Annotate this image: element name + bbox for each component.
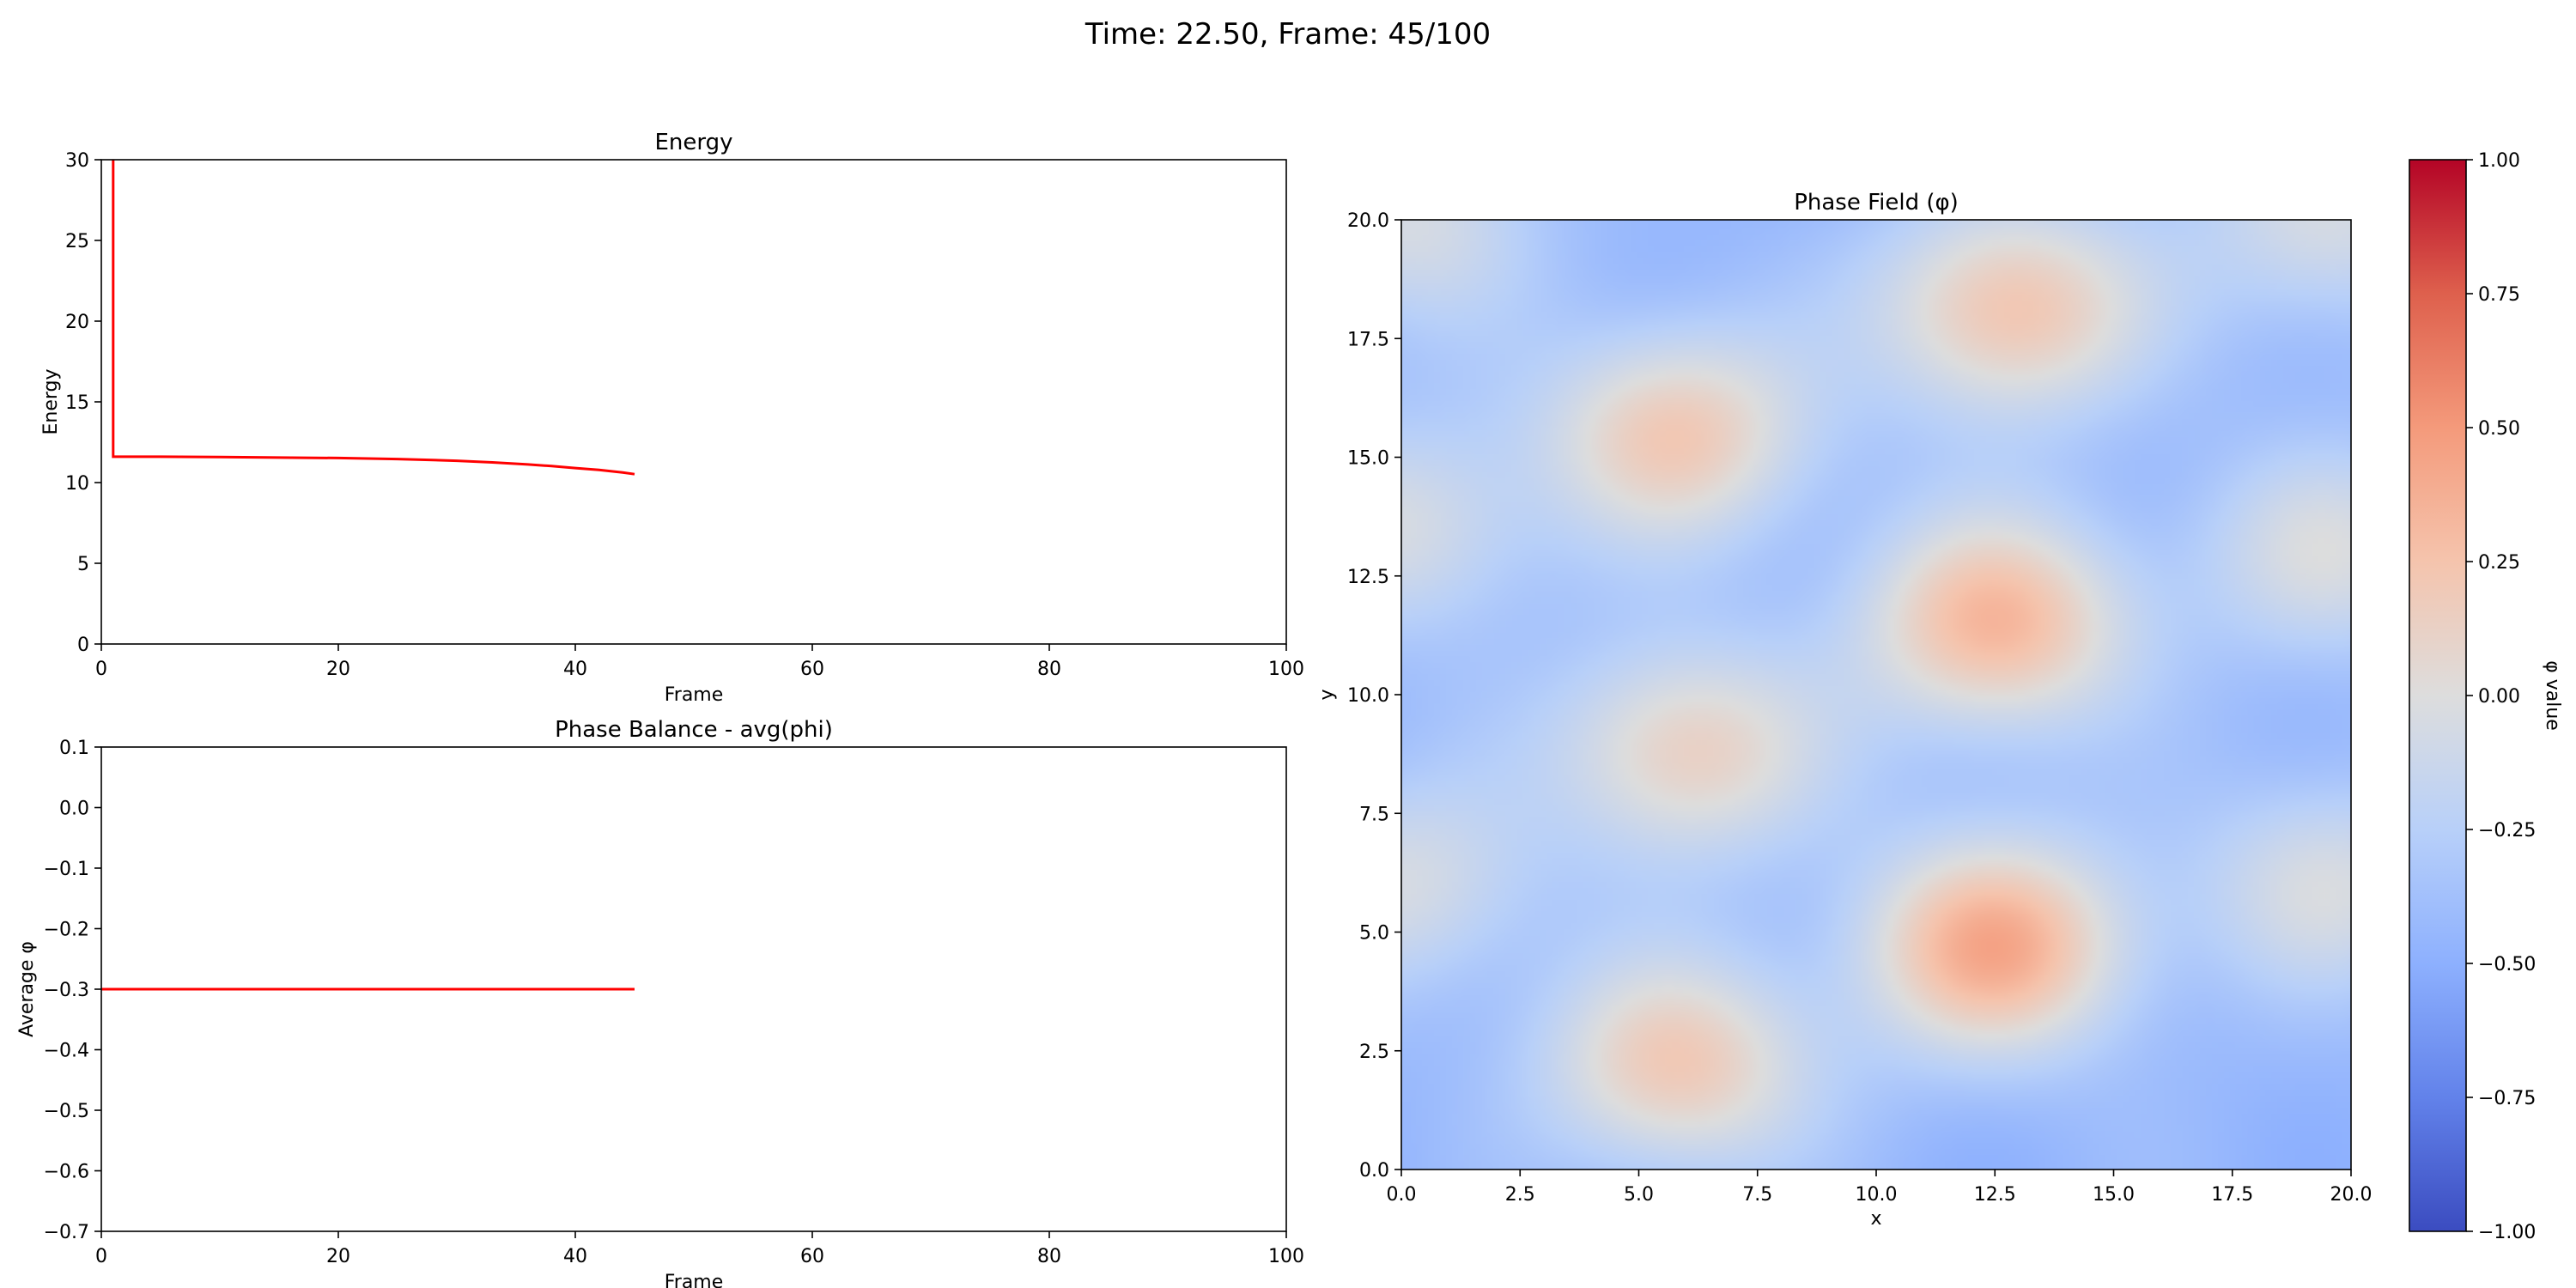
y-tick-label-0: 25 — [65, 231, 89, 252]
colorbar-tick-label: 0.50 — [2478, 418, 2520, 440]
y-tick-label-0: 0 — [77, 635, 89, 656]
axes-frame-0 — [100, 159, 1287, 645]
y-tick-label-2: 10.0 — [1347, 685, 1389, 707]
y-tick-label-1: 0.1 — [59, 738, 89, 759]
axes-title-2: Phase Field (φ) — [1794, 190, 1959, 216]
x-tick-label-2: 20.0 — [2330, 1184, 2372, 1206]
colorbar-tick-label: 1.00 — [2478, 150, 2520, 172]
x-tick-label-0: 0 — [95, 659, 107, 680]
x-tick-label-0: 20 — [326, 659, 350, 680]
colorbar-fill — [2409, 160, 2466, 1231]
phase-field-heatmap — [1401, 220, 2351, 1170]
x-tick-label-0: 60 — [800, 659, 824, 680]
x-axis-label-1: Frame — [665, 1272, 724, 1288]
colorbar-tick-label: −0.50 — [2478, 954, 2536, 975]
y-tick-label-1: −0.1 — [44, 859, 89, 880]
x-tick-label-2: 17.5 — [2211, 1184, 2253, 1206]
y-tick-label-0: 20 — [65, 312, 89, 333]
x-tick-label-1: 20 — [326, 1246, 350, 1267]
y-tick-label-0: 5 — [77, 554, 89, 575]
y-tick-label-1: −0.3 — [44, 980, 89, 1001]
x-tick-label-0: 80 — [1037, 659, 1061, 680]
axes-title-0: Energy — [654, 130, 732, 155]
y-tick-label-2: 17.5 — [1347, 329, 1389, 350]
y-tick-label-2: 7.5 — [1359, 804, 1389, 825]
colorbar-tick-label: 0.00 — [2478, 686, 2520, 708]
x-tick-label-2: 5.0 — [1624, 1184, 1654, 1206]
x-tick-label-0: 40 — [563, 659, 587, 680]
y-tick-label-1: −0.4 — [44, 1041, 89, 1062]
series-line-0-0 — [112, 160, 635, 476]
x-tick-label-2: 10.0 — [1856, 1184, 1898, 1206]
x-tick-label-2: 0.0 — [1387, 1184, 1417, 1206]
x-tick-label-1: 80 — [1037, 1246, 1061, 1267]
y-tick-label-2: 15.0 — [1347, 448, 1389, 470]
colorbar-tick-label: −1.00 — [2478, 1222, 2536, 1243]
y-tick-label-1: −0.2 — [44, 920, 89, 941]
x-tick-label-1: 100 — [1268, 1246, 1304, 1267]
y-tick-label-1: −0.5 — [44, 1101, 89, 1122]
y-tick-label-0: 10 — [65, 473, 89, 495]
x-axis-label-0: Frame — [665, 684, 724, 706]
y-tick-label-0: 30 — [65, 150, 89, 172]
x-tick-label-2: 7.5 — [1742, 1184, 1772, 1206]
colorbar-tick-label: −0.25 — [2478, 820, 2536, 841]
y-tick-label-2: 5.0 — [1359, 923, 1389, 945]
x-tick-label-2: 15.0 — [2093, 1184, 2135, 1206]
figure-suptitle: Time: 22.50, Frame: 45/100 — [1084, 17, 1492, 52]
axes-title-1: Phase Balance - avg(phi) — [555, 717, 833, 743]
y-tick-label-2: 20.0 — [1347, 210, 1389, 232]
x-tick-label-2: 2.5 — [1505, 1184, 1535, 1206]
colorbar-tick-label: 0.25 — [2478, 552, 2520, 574]
colorbar-tick-label: −0.75 — [2478, 1088, 2536, 1109]
y-tick-label-1: −0.6 — [44, 1162, 89, 1183]
x-tick-label-1: 60 — [800, 1246, 824, 1267]
x-tick-label-0: 100 — [1268, 659, 1304, 680]
x-axis-label-2: x — [1870, 1208, 1881, 1230]
y-tick-label-2: 0.0 — [1359, 1160, 1389, 1182]
y-tick-label-1: −0.7 — [44, 1222, 89, 1243]
y-axis-label-2: y — [1316, 689, 1338, 700]
y-axis-label-1: Average φ — [16, 941, 38, 1037]
x-tick-label-1: 40 — [563, 1246, 587, 1267]
y-axis-label-0: Energy — [40, 368, 62, 434]
y-tick-label-0: 15 — [65, 392, 89, 414]
y-tick-label-1: 0.0 — [59, 799, 89, 820]
colorbar-label: φ value — [2542, 660, 2563, 731]
colorbar-tick-label: 0.75 — [2478, 284, 2520, 306]
x-tick-label-2: 12.5 — [1974, 1184, 2016, 1206]
y-tick-label-2: 12.5 — [1347, 567, 1389, 588]
y-tick-label-2: 2.5 — [1359, 1042, 1389, 1063]
x-tick-label-1: 0 — [95, 1246, 107, 1267]
